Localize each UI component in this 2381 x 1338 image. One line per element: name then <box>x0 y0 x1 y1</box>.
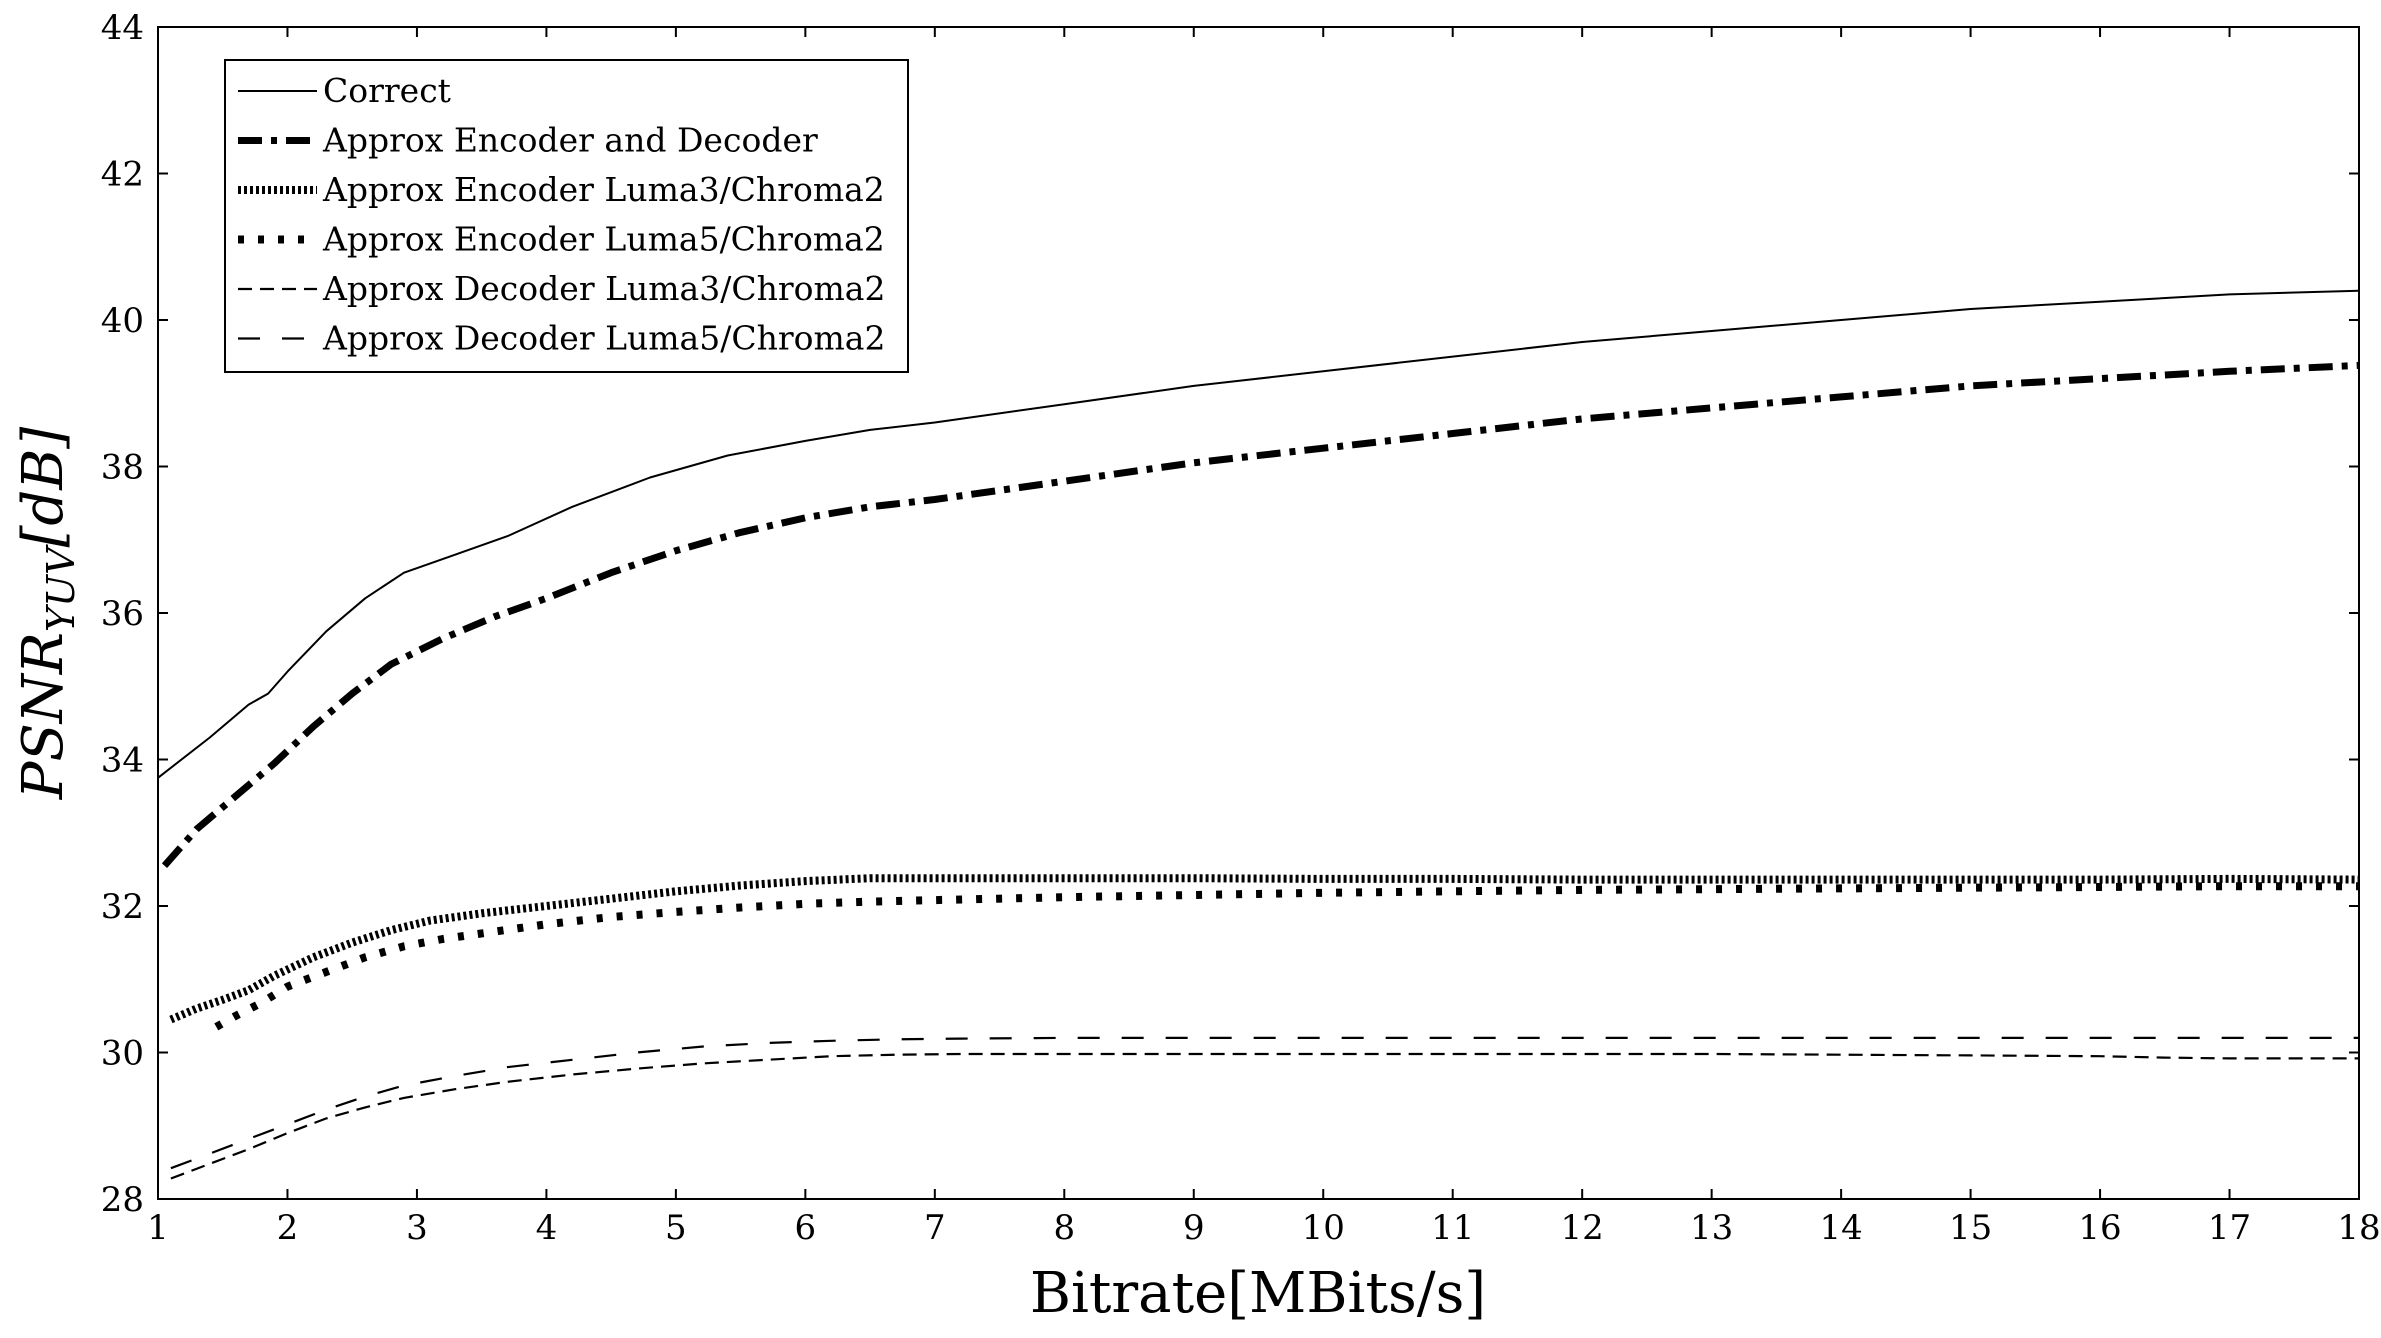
x-tick-label: 14 <box>1819 1208 1862 1248</box>
y-tick-label: 36 <box>101 594 144 634</box>
x-tick-label: 11 <box>1431 1208 1474 1248</box>
legend-label: Approx Encoder Luma5/Chroma2 <box>322 220 885 259</box>
series-layer <box>157 289 2360 1180</box>
y-axis-title: PSNRYUV[dB] <box>11 427 83 801</box>
x-tick-label: 1 <box>147 1208 169 1248</box>
x-tick-label: 7 <box>924 1208 946 1248</box>
x-tick-label: 12 <box>1561 1208 1604 1248</box>
series-line-3 <box>169 874 2360 1024</box>
series-line-5 <box>170 1052 2359 1180</box>
x-tick-label: 15 <box>1949 1208 1992 1248</box>
series-line-2 <box>161 361 2360 869</box>
y-tick-label: 34 <box>101 741 144 781</box>
legend-label: Approx Encoder and Decoder <box>322 121 818 160</box>
x-tick-label: 5 <box>665 1208 687 1248</box>
y-tick-label: 42 <box>101 155 144 195</box>
legend: Correct Approx Encoder and Decoder Approx … <box>224 59 909 373</box>
y-tick-label: 32 <box>101 887 144 927</box>
x-tick-label: 2 <box>277 1208 299 1248</box>
series-line-4 <box>214 882 2359 1031</box>
y-axis-title-main: PSNR <box>11 632 76 800</box>
legend-label: Approx Decoder Luma5/Chroma2 <box>322 319 885 358</box>
x-tick-label: 10 <box>1302 1208 1345 1248</box>
x-tick-label: 8 <box>1053 1208 1075 1248</box>
y-tick-label: 30 <box>101 1034 144 1074</box>
x-axis-title: Bitrate[MBits/s] <box>1030 1261 1486 1326</box>
x-tick-label: 17 <box>2208 1208 2251 1248</box>
x-tick-label: 3 <box>406 1208 428 1248</box>
legend-label: Approx Encoder Luma3/Chroma2 <box>322 170 885 209</box>
series-line-6 <box>170 1036 2359 1170</box>
series-line-1 <box>157 289 2360 779</box>
y-axis-title-sub: YUV <box>39 544 83 632</box>
y-tick-label: 44 <box>101 8 144 48</box>
legend-label: Approx Decoder Luma3/Chroma2 <box>322 269 885 308</box>
y-tick-label: 38 <box>101 448 144 488</box>
x-tick-label: 9 <box>1183 1208 1205 1248</box>
y-tick-label: 40 <box>101 301 144 341</box>
axis-ticks: 1 2 3 4 5 6 7 8 9 10 11 12 13 14 15 16 17 182830323436384… <box>101 8 2381 1248</box>
x-tick-label: 18 <box>2337 1208 2380 1248</box>
y-tick-label: 28 <box>101 1180 144 1220</box>
legend-box <box>224 59 909 373</box>
legend-label: Correct <box>323 71 451 110</box>
y-axis-title-unit: [dB] <box>11 427 76 548</box>
x-tick-label: 6 <box>795 1208 817 1248</box>
x-tick-label: 13 <box>1690 1208 1733 1248</box>
x-tick-label: 16 <box>2078 1208 2121 1248</box>
x-tick-label: 4 <box>536 1208 558 1248</box>
